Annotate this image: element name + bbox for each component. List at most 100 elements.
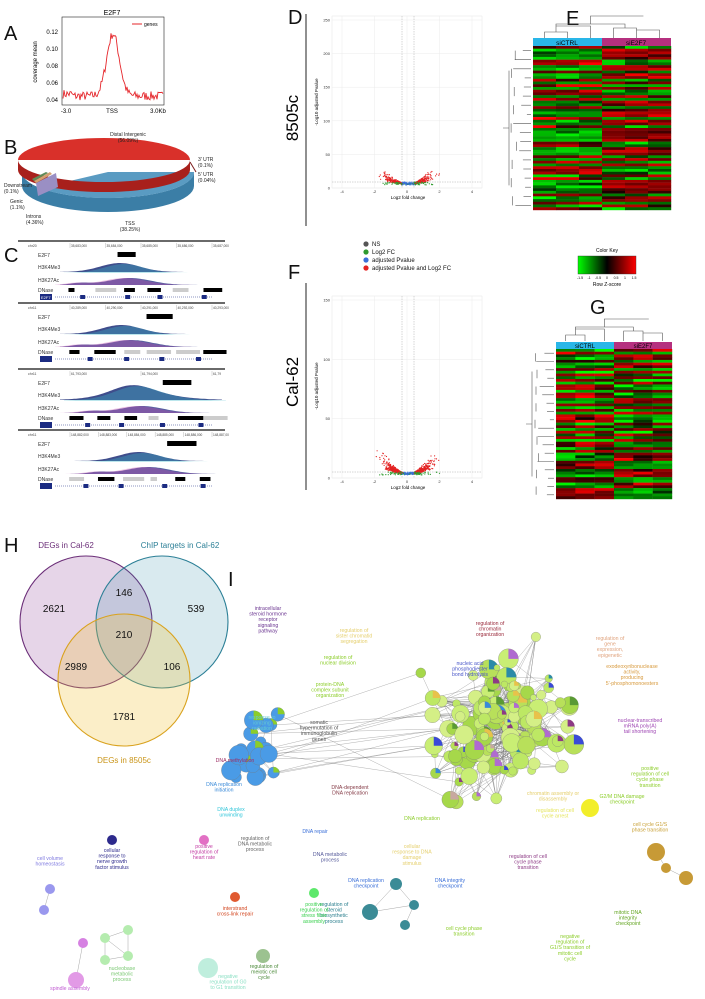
heatmap-cell bbox=[602, 78, 626, 82]
volcano-point bbox=[422, 179, 424, 181]
heatmap-cell bbox=[575, 403, 595, 407]
heatmap-cell bbox=[556, 376, 576, 380]
heatmap-cell bbox=[602, 190, 626, 194]
heatmap-cell bbox=[625, 51, 649, 55]
heatmap-cell bbox=[602, 171, 626, 175]
pie-label-distal: Distal Intergenic (56.09%) bbox=[110, 132, 146, 144]
network-node-slice bbox=[548, 674, 553, 679]
network-node bbox=[512, 752, 529, 770]
heatmap-cell bbox=[579, 119, 603, 123]
heatmap-cell bbox=[556, 368, 576, 372]
gene-exon bbox=[201, 295, 207, 299]
volcano-point bbox=[383, 464, 385, 466]
heatmap-cell bbox=[648, 78, 672, 82]
heatmap-cell bbox=[625, 174, 649, 178]
heatmap-cell bbox=[556, 493, 576, 497]
heatmap-cell bbox=[594, 403, 615, 407]
heatmap-cell bbox=[533, 70, 557, 74]
heatmap-cell bbox=[533, 92, 557, 96]
h3k4me3-signal bbox=[60, 325, 222, 334]
volcano-point bbox=[383, 174, 385, 176]
volcano-point bbox=[425, 465, 427, 467]
network-node-slice bbox=[508, 648, 519, 659]
volcano-point bbox=[386, 464, 388, 466]
dnase-block bbox=[146, 350, 172, 354]
heatmap-cell bbox=[579, 138, 603, 142]
heatmap-cell bbox=[652, 436, 673, 440]
heatmap-cell bbox=[648, 169, 672, 172]
gene-exon bbox=[157, 295, 163, 299]
heatmap-cell bbox=[575, 359, 595, 363]
volcano-ytick: 100 bbox=[323, 118, 330, 123]
heatmap-cell bbox=[614, 460, 634, 464]
heatmap-cell bbox=[648, 65, 672, 69]
heatmap-cell bbox=[625, 56, 649, 60]
heatmap-cell bbox=[602, 179, 626, 183]
heatmap-cell bbox=[652, 376, 673, 380]
heatmap-cell bbox=[633, 400, 653, 404]
heatmap-cell bbox=[614, 452, 634, 456]
heatmap-cell bbox=[594, 439, 615, 442]
heatmap-cell bbox=[614, 354, 634, 358]
volcano-point bbox=[429, 473, 431, 475]
volcano-point bbox=[392, 464, 394, 467]
track-coord: 148,885,000 bbox=[156, 433, 174, 437]
heatmap-cell bbox=[652, 430, 673, 434]
heatmap-cell bbox=[633, 452, 653, 456]
gene-exon bbox=[125, 295, 131, 299]
heatmap-cell bbox=[575, 419, 595, 423]
heatmap-cell bbox=[575, 474, 595, 478]
heatmap-cell bbox=[575, 439, 595, 442]
network-term-label: spindle assembly bbox=[50, 986, 90, 992]
panel-i-network-labels: regulation of nuclear division regulation … bbox=[35, 606, 668, 992]
volcano-point bbox=[421, 181, 423, 183]
heatmap-cell bbox=[614, 490, 634, 494]
heatmap-cell bbox=[625, 103, 649, 107]
heatmap-cell bbox=[648, 106, 672, 110]
heatmap-cell bbox=[633, 354, 653, 358]
network-node bbox=[123, 951, 133, 961]
heatmap-cell bbox=[575, 365, 595, 369]
volcano-point bbox=[427, 463, 429, 465]
volcano-point bbox=[391, 465, 393, 467]
volcano-point bbox=[426, 468, 428, 470]
volcano-point bbox=[417, 470, 419, 472]
heatmap-cell bbox=[575, 379, 595, 382]
volcano-point bbox=[395, 468, 397, 470]
heatmap-cell bbox=[648, 128, 672, 131]
heatmap-cell bbox=[602, 111, 626, 115]
heatmap-cell bbox=[614, 425, 634, 429]
heatmap-cell bbox=[556, 76, 580, 79]
panel-a-plot-frame bbox=[61, 16, 165, 106]
panel-f-ylabel: -Log10 adjusted Pvalue bbox=[314, 362, 319, 410]
heatmap-cell bbox=[652, 365, 673, 369]
volcano-xtick: -4 bbox=[340, 189, 344, 194]
network-term-label: chromatin assembly or disassembly bbox=[527, 791, 579, 803]
heatmap-cell bbox=[648, 136, 672, 140]
volcano-point bbox=[389, 472, 391, 474]
volcano-point bbox=[389, 465, 391, 468]
heatmap-cell bbox=[625, 190, 649, 194]
e2f7-peak bbox=[146, 314, 173, 319]
track-coord: 35,686,000 bbox=[178, 244, 194, 248]
volcano-point bbox=[424, 176, 426, 178]
heatmap-cell bbox=[579, 149, 603, 153]
heatmap-cell bbox=[652, 398, 673, 402]
heatmap-cell bbox=[648, 138, 672, 142]
panel-a-coverage-line bbox=[62, 33, 164, 101]
heatmap-cell bbox=[533, 207, 557, 211]
heatmap-cell bbox=[648, 182, 672, 186]
dnase-block bbox=[203, 350, 227, 354]
heatmap-cell bbox=[625, 136, 649, 140]
heatmap-cell bbox=[614, 466, 634, 470]
volcano-point bbox=[424, 473, 426, 475]
heatmap-cell bbox=[556, 119, 580, 123]
heatmap-cell bbox=[614, 362, 634, 366]
heatmap-cell bbox=[614, 488, 634, 492]
volcano-point bbox=[411, 181, 413, 183]
heatmap-cell bbox=[648, 59, 672, 63]
network-node-slice bbox=[569, 696, 579, 706]
network-term-label: regulation of cell cycle phase transition bbox=[509, 854, 547, 871]
heatmap-cell bbox=[648, 147, 672, 151]
heatmap-cell bbox=[633, 444, 653, 448]
